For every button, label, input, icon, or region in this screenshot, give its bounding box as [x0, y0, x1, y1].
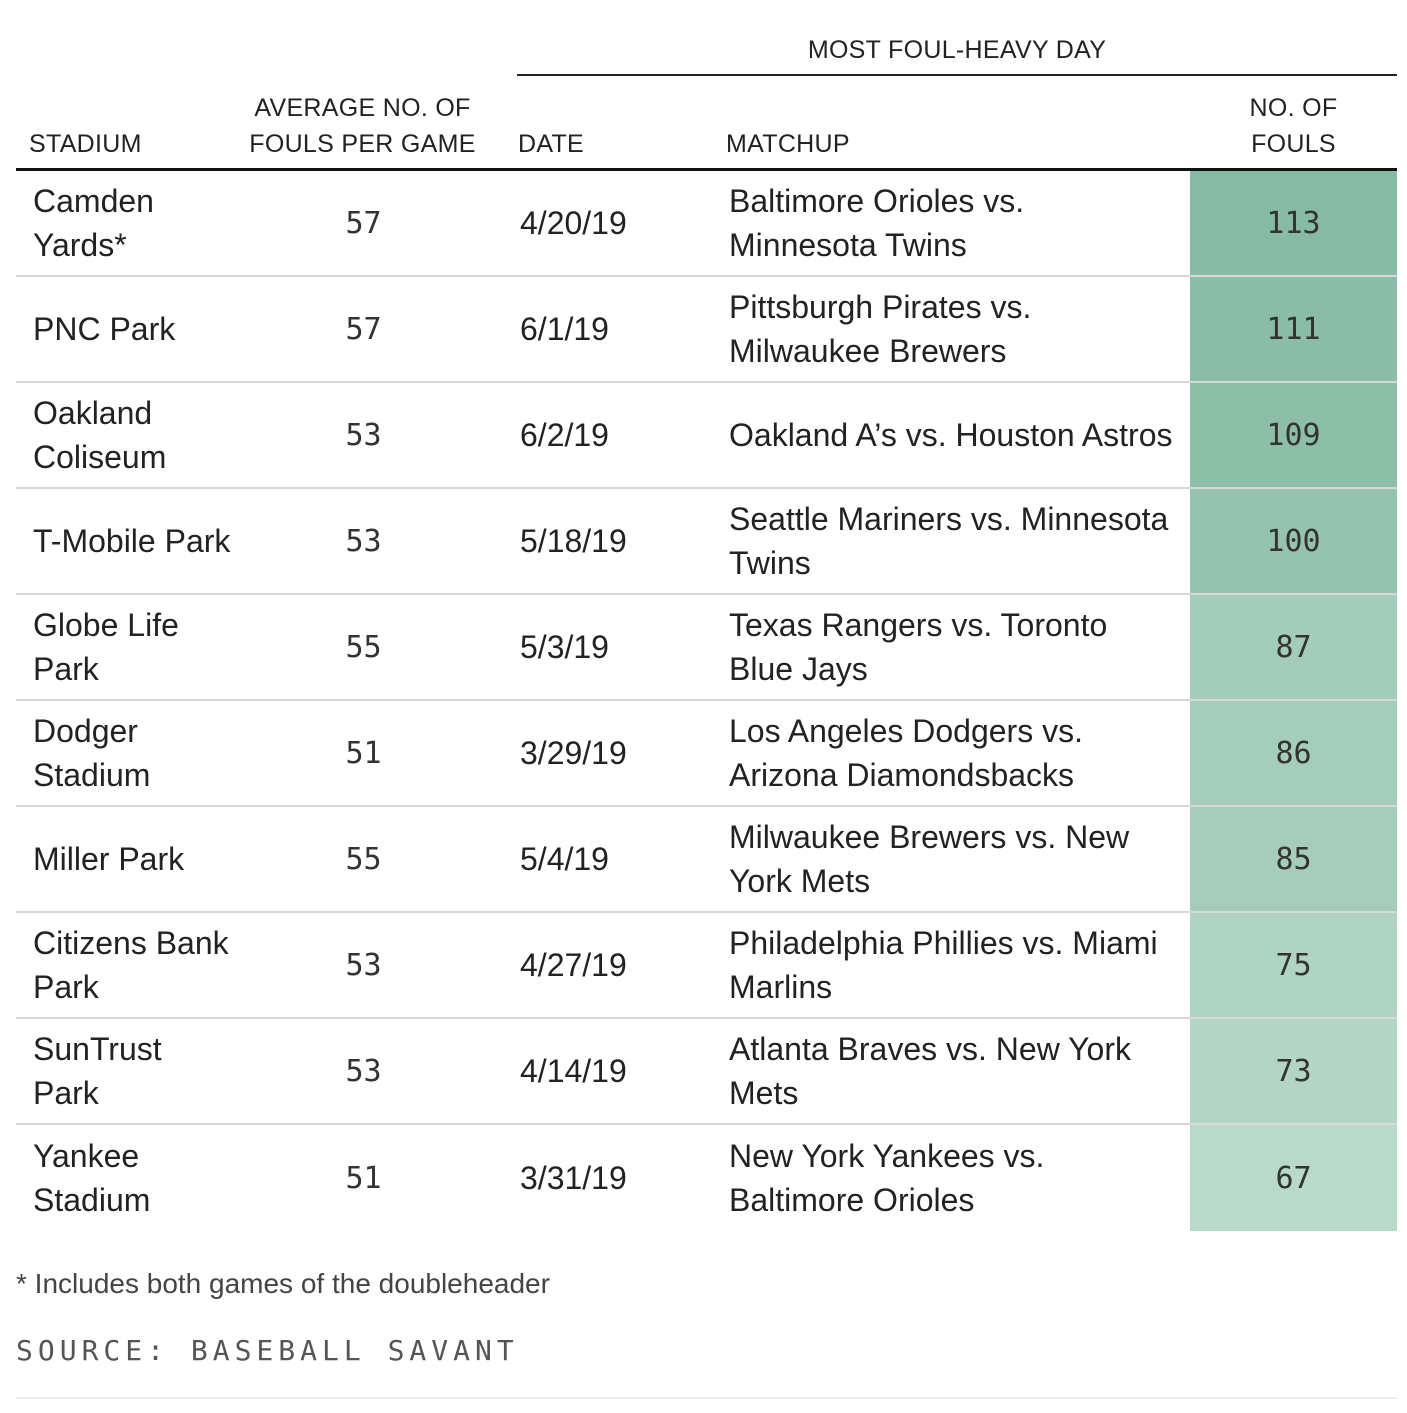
stadium-cell: Dodger Stadium: [33, 713, 151, 793]
matchup-cell: Pittsburgh Pirates vs. Milwaukee Brewers: [729, 289, 1032, 369]
source-note: SOURCE: BASEBALL SAVANT: [16, 1334, 519, 1367]
stadium-cell: Yankee Stadium: [33, 1138, 151, 1218]
fouls-cell: 73: [1190, 1019, 1397, 1123]
fouls-cell: 86: [1190, 701, 1397, 805]
matchup-cell: Milwaukee Brewers vs. New York Mets: [729, 819, 1130, 899]
table-row: Oakland Coliseum 53 6/2/19 Oakland A’s vs. …: [16, 383, 1397, 489]
date-cell: 6/1/19: [520, 310, 609, 347]
table-row: SunTrust Park 53 4/14/19 Atlanta Braves vs.…: [16, 1019, 1397, 1125]
matchup-cell: Texas Rangers vs. Toronto Blue Jays: [729, 607, 1108, 687]
average-fouls-cell: 55: [345, 841, 382, 877]
date-cell: 4/20/19: [520, 204, 627, 241]
col-header-average-line2: FOULS PER GAME: [249, 130, 476, 158]
fouls-cell: 113: [1190, 171, 1397, 275]
fouls-cell: 111: [1190, 277, 1397, 381]
col-header-average: AVERAGE NO. OF FOULS PER GAME: [230, 90, 495, 162]
bottom-rule: [16, 1397, 1397, 1399]
average-fouls-cell: 57: [345, 311, 382, 347]
col-header-fouls-line1: NO. OF: [1249, 94, 1338, 122]
table-row: Citizens Bank Park 53 4/27/19 Philadelphia …: [16, 913, 1397, 1019]
group-header-rule: [517, 74, 1397, 76]
matchup-cell: New York Yankees vs. Baltimore Orioles: [729, 1138, 1045, 1218]
col-header-matchup: MATCHUP: [726, 130, 850, 158]
fouls-cell: 87: [1190, 595, 1397, 699]
date-cell: 4/27/19: [520, 946, 627, 983]
stadium-cell: SunTrust Park: [33, 1031, 162, 1111]
average-fouls-cell: 53: [345, 417, 382, 453]
average-fouls-cell: 55: [345, 629, 382, 665]
col-header-fouls: NO. OF FOULS: [1190, 90, 1397, 162]
stadium-cell: Camden Yards*: [33, 183, 154, 263]
date-cell: 5/4/19: [520, 840, 609, 877]
matchup-cell: Atlanta Braves vs. New York Mets: [729, 1031, 1131, 1111]
col-header-fouls-line2: FOULS: [1251, 130, 1336, 158]
table-body: Camden Yards* 57 4/20/19 Baltimore Orioles …: [16, 171, 1397, 1231]
table-row: Globe Life Park 55 5/3/19 Texas Rangers vs.…: [16, 595, 1397, 701]
fouls-cell: 75: [1190, 913, 1397, 1017]
col-header-average-line1: AVERAGE NO. OF: [254, 94, 471, 122]
date-cell: 6/2/19: [520, 416, 609, 453]
table-row: T-Mobile Park 53 5/18/19 Seattle Mariners v…: [16, 489, 1397, 595]
header-rule: [16, 168, 1397, 171]
stadium-cell: PNC Park: [33, 311, 176, 347]
fouls-cell: 109: [1190, 383, 1397, 487]
table-row: Dodger Stadium 51 3/29/19 Los Angeles Dodge…: [16, 701, 1397, 807]
average-fouls-cell: 53: [345, 523, 382, 559]
fouls-cell: 100: [1190, 489, 1397, 593]
matchup-cell: Baltimore Orioles vs. Minnesota Twins: [729, 183, 1025, 263]
table-row: Yankee Stadium 51 3/31/19 New York Yankees …: [16, 1125, 1397, 1231]
date-cell: 3/31/19: [520, 1159, 627, 1196]
date-cell: 5/18/19: [520, 522, 627, 559]
average-fouls-cell: 51: [345, 1160, 382, 1196]
date-cell: 3/29/19: [520, 734, 627, 771]
group-header: MOST FOUL-HEAVY DAY: [807, 36, 1107, 64]
matchup-cell: Oakland A’s vs. Houston Astros: [729, 417, 1173, 453]
stadium-cell: Globe Life Park: [33, 607, 179, 687]
date-cell: 5/3/19: [520, 628, 609, 665]
stadium-cell: Citizens Bank Park: [33, 925, 229, 1005]
average-fouls-cell: 53: [345, 947, 382, 983]
matchup-cell: Los Angeles Dodgers vs. Arizona Diamonds…: [729, 713, 1083, 793]
table-row: Camden Yards* 57 4/20/19 Baltimore Orioles …: [16, 171, 1397, 277]
average-fouls-cell: 53: [345, 1053, 382, 1089]
average-fouls-cell: 57: [345, 205, 382, 241]
average-fouls-cell: 51: [345, 735, 382, 771]
stadium-cell: T-Mobile Park: [33, 523, 231, 559]
table-row: Miller Park 55 5/4/19 Milwaukee Brewers vs.…: [16, 807, 1397, 913]
footnote: * Includes both games of the doubleheade…: [16, 1268, 550, 1299]
stadium-cell: Miller Park: [33, 841, 185, 877]
fouls-cell: 85: [1190, 807, 1397, 911]
table-row: PNC Park 57 6/1/19 Pittsburgh Pirates vs. M…: [16, 277, 1397, 383]
col-header-stadium: STADIUM: [29, 130, 142, 158]
matchup-cell: Seattle Mariners vs. Minnesota Twins: [729, 501, 1169, 581]
fouls-cell: 67: [1190, 1125, 1397, 1231]
date-cell: 4/14/19: [520, 1052, 627, 1089]
stadium-cell: Oakland Coliseum: [33, 395, 167, 475]
matchup-cell: Philadelphia Phillies vs. Miami Marlins: [729, 925, 1158, 1005]
col-header-date: DATE: [518, 130, 585, 158]
